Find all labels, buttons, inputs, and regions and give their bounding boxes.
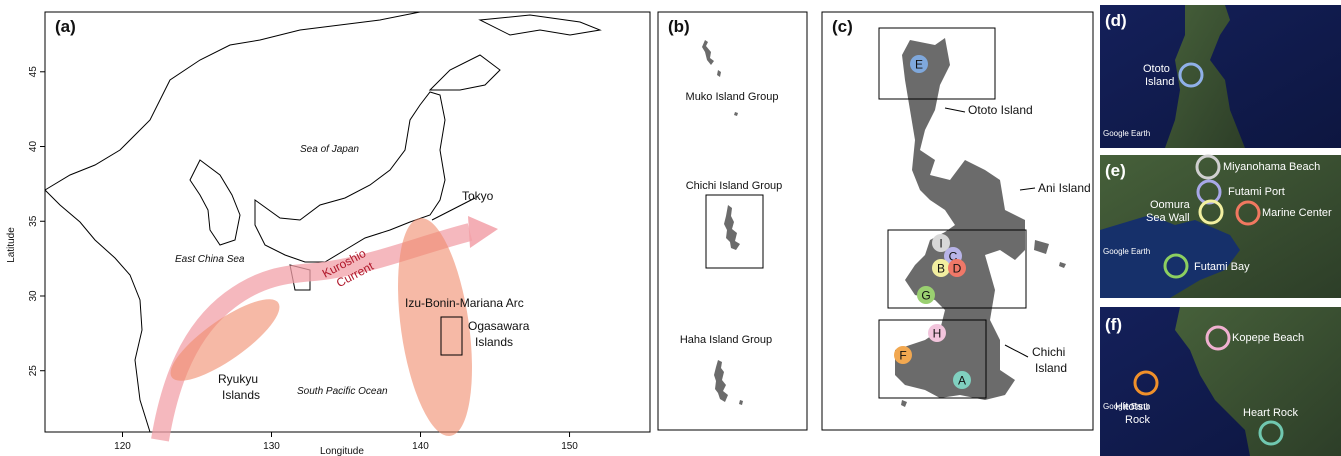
- y-tick-label: 45: [28, 66, 39, 78]
- place-label-line: Rock: [1125, 414, 1151, 426]
- islands-label-line: Ogasawara: [468, 319, 530, 333]
- panel-a: (a) Sea of Japan Tokyo East China Sea Ku…: [6, 12, 650, 456]
- panel-label: (b): [668, 17, 690, 36]
- sea-label: East China Sea: [175, 254, 245, 265]
- ocean-label: South Pacific Ocean: [297, 386, 388, 397]
- island-label-line: Chichi: [1032, 345, 1065, 359]
- islands-label-line: Islands: [222, 388, 260, 402]
- site-letter: H: [933, 327, 942, 341]
- site-letter: F: [899, 349, 906, 363]
- panel-label: (a): [55, 17, 76, 36]
- panel-label: (e): [1105, 161, 1126, 180]
- group-label: Haha Island Group: [680, 334, 772, 346]
- y-tick-label: 25: [28, 365, 39, 377]
- panel-b: (b) Muko Island Group Chichi Island Grou…: [658, 12, 807, 430]
- group-label: Muko Island Group: [686, 91, 779, 103]
- x-tick-label: 120: [114, 441, 131, 452]
- place-label-line: Ototo: [1143, 63, 1170, 75]
- x-tick-label: 130: [263, 441, 280, 452]
- place-label: Heart Rock: [1243, 407, 1299, 419]
- x-tick-label: 150: [561, 441, 578, 452]
- islands-label-line: Islands: [475, 335, 513, 349]
- island-label-line: Island: [1035, 361, 1067, 375]
- y-axis-label: Latitude: [6, 227, 17, 263]
- island-label: Ani Island: [1038, 181, 1091, 195]
- panel-f: (f) Kopepe Beach Hitotsu Rock Heart Rock…: [1100, 307, 1341, 456]
- x-axis-label: Longitude: [320, 446, 364, 456]
- site-letter: B: [937, 262, 945, 276]
- sea-label: Sea of Japan: [300, 144, 359, 155]
- credit: Google Earth: [1103, 247, 1150, 256]
- island-label: Ototo Island: [968, 103, 1033, 117]
- site-letter: E: [915, 58, 923, 72]
- place-label: Oomura Sea Wall: [1146, 199, 1193, 224]
- place-label-line: Sea Wall: [1146, 212, 1190, 224]
- group-label: Chichi Island Group: [686, 180, 783, 192]
- place-label: Futami Port: [1228, 186, 1285, 198]
- panel-label: (d): [1105, 11, 1127, 30]
- y-tick-label: 35: [28, 215, 39, 227]
- arc-label: Izu-Bonin-Mariana Arc: [405, 296, 524, 310]
- panel-label: (f): [1105, 315, 1122, 334]
- y-tick-label: 40: [28, 141, 39, 153]
- panel-c: (c) Ototo Island Ani Island Chichi Islan…: [822, 12, 1093, 430]
- panel-e: (e) Miyanohama Beach Futami Port Oomura …: [1100, 155, 1341, 298]
- credit: Google Earth: [1103, 402, 1150, 411]
- islands-label-line: Ryukyu: [218, 372, 258, 386]
- site-letter: I: [939, 237, 942, 251]
- panel-d: (d) Ototo Island Google Earth: [1100, 5, 1341, 148]
- site-letter: G: [921, 289, 930, 303]
- site-letter: A: [958, 374, 966, 388]
- place-label-line: Oomura: [1150, 199, 1191, 211]
- figure: (a) Sea of Japan Tokyo East China Sea Ku…: [0, 0, 1341, 456]
- place-label: Kopepe Beach: [1232, 332, 1304, 344]
- city-label: Tokyo: [462, 189, 494, 203]
- place-label: Marine Center: [1262, 207, 1332, 219]
- site-letter: D: [953, 262, 962, 276]
- place-label: Ototo Island: [1143, 63, 1174, 88]
- place-label: Miyanohama Beach: [1223, 161, 1320, 173]
- place-label: Futami Bay: [1194, 261, 1250, 273]
- panel-label: (c): [832, 17, 853, 36]
- x-tick-label: 140: [412, 441, 429, 452]
- y-tick-label: 30: [28, 290, 39, 302]
- credit: Google Earth: [1103, 129, 1150, 138]
- place-label-line: Island: [1145, 76, 1174, 88]
